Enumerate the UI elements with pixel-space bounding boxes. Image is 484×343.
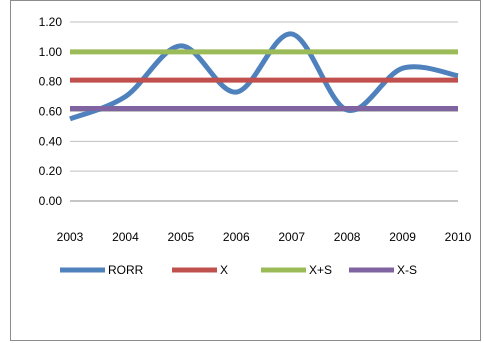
- x-tick-label: 2005: [168, 230, 195, 244]
- y-tick-label: 0.20: [39, 164, 63, 178]
- y-axis: 0.00 0.20 0.40 0.60 0.80 1.00 1.20: [39, 15, 63, 208]
- x-axis: 2003 2004 2005 2006 2007 2008 2009 2010: [57, 200, 472, 244]
- y-tick-label: 0.40: [39, 134, 63, 148]
- y-tick-label: 1.20: [39, 15, 63, 29]
- y-tick-label: 0.60: [39, 105, 63, 119]
- x-tick-label: 2009: [389, 230, 416, 244]
- legend-label: X-S: [397, 263, 417, 277]
- x-tick-label: 2007: [278, 230, 305, 244]
- gridlines: [70, 21, 458, 202]
- chart-frame: [10, 0, 481, 341]
- x-tick-label: 2003: [57, 230, 84, 244]
- x-tick-label: 2008: [334, 230, 361, 244]
- series-group: [69, 31, 459, 122]
- y-tick-label: 1.00: [39, 45, 63, 59]
- legend-label: X+S: [309, 263, 332, 277]
- x-tick-label: 2004: [112, 230, 139, 244]
- y-tick-label: 0.00: [39, 194, 63, 208]
- x-tick-label: 2010: [445, 230, 472, 244]
- x-tick-label: 2006: [223, 230, 250, 244]
- y-tick-label: 0.80: [39, 75, 63, 89]
- legend-label: RORR: [108, 263, 144, 277]
- legend-label: X: [220, 263, 228, 277]
- legend: RORR X X+S X-S: [60, 263, 417, 277]
